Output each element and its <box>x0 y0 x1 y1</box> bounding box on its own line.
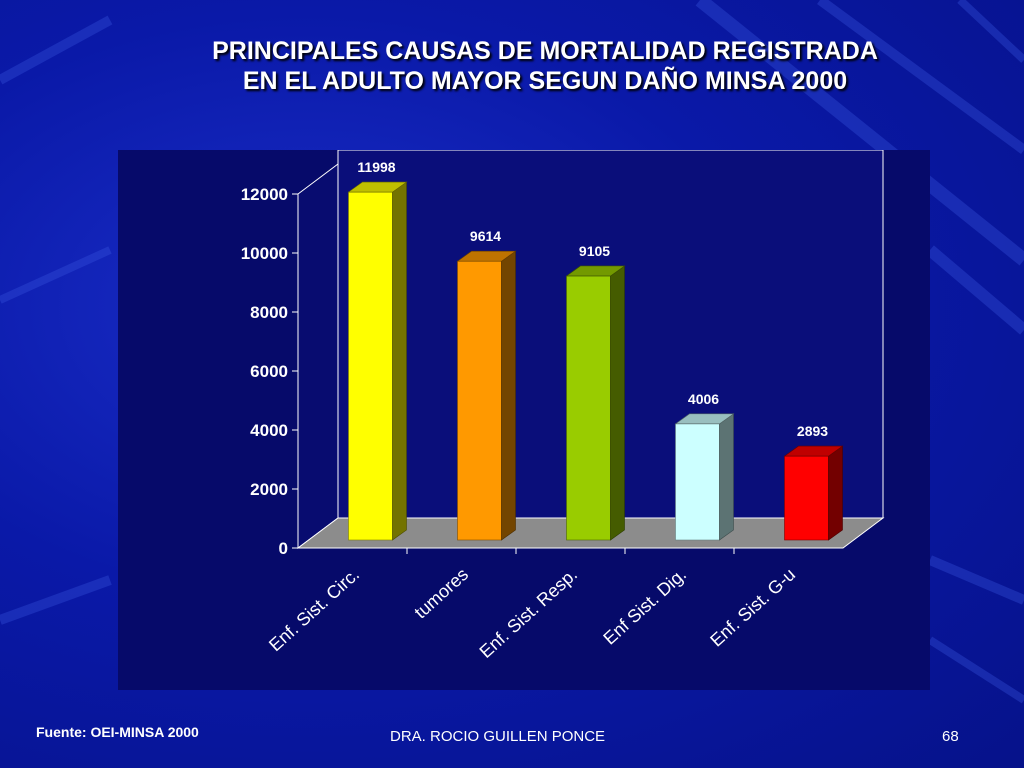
page-number: 68 <box>942 728 959 745</box>
bar-top <box>674 413 735 425</box>
bar-data-label: 9105 <box>579 243 610 259</box>
bar-front <box>348 191 393 541</box>
author-name: DRA. ROCIO GUILLEN PONCE <box>390 728 606 745</box>
category-label: Enf Sist. Dig. <box>599 564 690 648</box>
y-tick-label: 8000 <box>250 303 288 322</box>
bar-side <box>828 445 843 541</box>
y-tick-label: 4000 <box>250 421 288 440</box>
slide-title-line1: PRINCIPALES CAUSAS DE MORTALIDAD REGISTR… <box>212 37 878 65</box>
y-tick-label: 10000 <box>241 244 288 263</box>
bar-top <box>783 445 844 457</box>
bar-front <box>675 423 720 541</box>
bar-data-label: 2893 <box>797 423 828 439</box>
category-label: Enf. Sist. Circ. <box>265 564 363 655</box>
bar-front <box>457 260 502 541</box>
bar-data-label: 11998 <box>357 159 395 175</box>
bar-front <box>566 275 611 541</box>
slide-title: PRINCIPALES CAUSAS DE MORTALIDAD REGISTR… <box>120 36 970 96</box>
slide-title-line2: EN EL ADULTO MAYOR SEGUN DAÑO MINSA 2000 <box>242 67 848 95</box>
bar-data-label: 9614 <box>470 228 501 244</box>
bar-side <box>719 413 734 541</box>
bar-side <box>610 265 625 541</box>
bar-data-label: 4006 <box>688 391 719 407</box>
y-tick-label: 2000 <box>250 480 288 499</box>
y-tick-label: 0 <box>279 539 288 558</box>
y-tick-label: 12000 <box>241 185 288 204</box>
bar-side <box>501 250 516 541</box>
bar-top <box>347 181 408 193</box>
bar-top <box>565 265 626 277</box>
chart-side-wall <box>297 163 339 549</box>
bar-top <box>456 250 517 262</box>
chart-panel: 0 2000 4000 6000 8000 10000 12000 11998 Enf. Sis… <box>118 150 930 690</box>
category-label: tumores <box>410 564 472 622</box>
bar-chart: 0 2000 4000 6000 8000 10000 12000 11998 Enf. Sis… <box>241 150 885 662</box>
bar-front <box>784 455 829 541</box>
category-label: Enf. Sist. Resp. <box>476 564 582 662</box>
source-note: Fuente: OEI-MINSA 2000 <box>36 724 199 740</box>
category-label: Enf. Sist. G-u <box>706 564 799 650</box>
bar-side <box>392 181 407 541</box>
y-tick-label: 6000 <box>250 362 288 381</box>
